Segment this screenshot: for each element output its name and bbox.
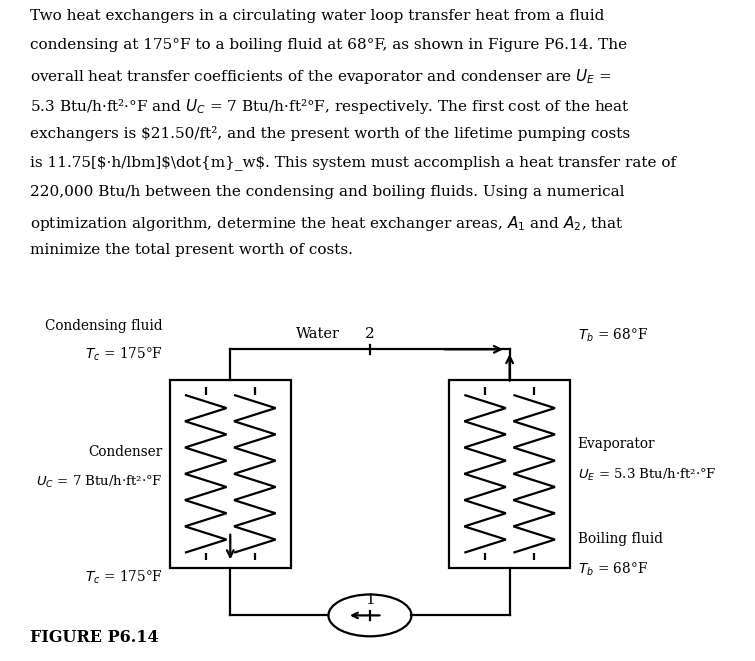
Text: Evaporator: Evaporator bbox=[578, 438, 655, 451]
Text: 1: 1 bbox=[365, 593, 374, 607]
Text: $T_b$ = 68°F: $T_b$ = 68°F bbox=[578, 561, 648, 578]
Text: is 11.75[$·h/lbm]$\dot{m}_w$. This system must accomplish a heat transfer rate o: is 11.75[$·h/lbm]$\dot{m}_w$. This syste… bbox=[30, 155, 676, 171]
Text: condensing at 175°F to a boiling fluid at 68°F, as shown in Figure P6.14. The: condensing at 175°F to a boiling fluid a… bbox=[30, 38, 627, 52]
Text: 2: 2 bbox=[365, 327, 374, 341]
Text: FIGURE P6.14: FIGURE P6.14 bbox=[30, 629, 159, 646]
Text: $U_C$ = 7 Btu/h·ft²·°F: $U_C$ = 7 Btu/h·ft²·°F bbox=[35, 475, 162, 490]
Text: exchangers is $21.50/ft², and the present worth of the lifetime pumping costs: exchangers is $21.50/ft², and the presen… bbox=[30, 126, 630, 141]
Text: optimization algorithm, determine the heat exchanger areas, $A_1$ and $A_2$, tha: optimization algorithm, determine the he… bbox=[30, 214, 624, 233]
Text: 5.3 Btu/h·ft²·°F and $U_C$ = 7 Btu/h·ft²°F, respectively. The first cost of the : 5.3 Btu/h·ft²·°F and $U_C$ = 7 Btu/h·ft²… bbox=[30, 97, 630, 116]
Text: $T_c$ = 175°F: $T_c$ = 175°F bbox=[85, 346, 162, 363]
Text: Two heat exchangers in a circulating water loop transfer heat from a fluid: Two heat exchangers in a circulating wat… bbox=[30, 9, 605, 22]
Text: $T_c$ = 175°F: $T_c$ = 175°F bbox=[85, 568, 162, 586]
Text: Condenser: Condenser bbox=[88, 445, 162, 459]
Text: Boiling fluid: Boiling fluid bbox=[578, 532, 663, 547]
Text: 220,000 Btu/h between the condensing and boiling fluids. Using a numerical: 220,000 Btu/h between the condensing and… bbox=[30, 185, 624, 199]
Text: $U_E$ = 5.3 Btu/h·ft²·°F: $U_E$ = 5.3 Btu/h·ft²·°F bbox=[578, 467, 716, 483]
Text: overall heat transfer coefficients of the evaporator and condenser are $U_E$ =: overall heat transfer coefficients of th… bbox=[30, 67, 612, 87]
Text: Water: Water bbox=[296, 327, 340, 341]
Text: $T_b$ = 68°F: $T_b$ = 68°F bbox=[578, 327, 648, 344]
Text: Condensing fluid: Condensing fluid bbox=[45, 319, 162, 333]
Text: minimize the total present worth of costs.: minimize the total present worth of cost… bbox=[30, 243, 353, 258]
